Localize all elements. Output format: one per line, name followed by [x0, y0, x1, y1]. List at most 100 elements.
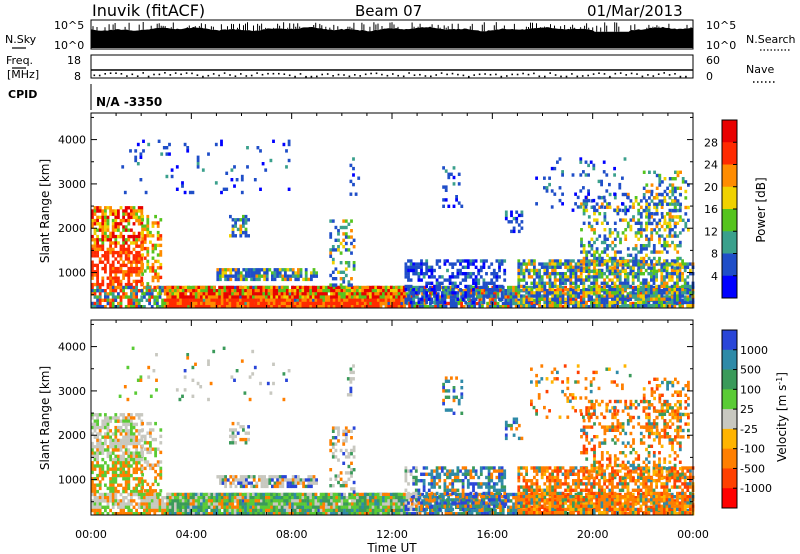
heatmap-cell [122, 209, 125, 213]
heatmap-cell [653, 212, 656, 216]
heatmap-cell [228, 298, 232, 302]
heatmap-cell [296, 285, 300, 290]
heatmap-cell [249, 292, 253, 296]
heatmap-cell [683, 284, 687, 289]
heatmap-cell [184, 301, 188, 306]
heatmap-cell [574, 291, 578, 295]
heatmap-cell [132, 209, 136, 213]
heatmap-cell [645, 205, 648, 209]
heatmap-cell [407, 297, 410, 301]
heatmap-cell [665, 268, 669, 273]
heatmap-cell [286, 268, 290, 272]
heatmap-cell [397, 305, 401, 309]
heatmap-cell [533, 278, 536, 282]
heatmap-cell [226, 289, 229, 293]
heatmap-cell [254, 298, 258, 302]
heatmap-cell [239, 224, 243, 228]
heatmap-cell [397, 289, 401, 293]
heatmap-cell [135, 489, 138, 494]
heatmap-cell [146, 218, 150, 222]
heatmap-cell [137, 254, 141, 258]
heatmap-cell [637, 259, 640, 263]
heatmap-cell [626, 192, 630, 197]
heatmap-cell [286, 277, 290, 282]
nave-dot [283, 73, 286, 75]
heatmap-cell [122, 413, 125, 417]
heatmap-cell [673, 300, 677, 305]
heatmap-cell [233, 295, 237, 299]
heatmap-cell [137, 270, 141, 274]
heatmap-cell [655, 224, 659, 229]
heatmap-cell [154, 272, 157, 276]
heatmap-cell [332, 298, 336, 302]
heatmap-cell [317, 305, 320, 309]
heatmap-cell [668, 183, 672, 187]
heatmap-cell [350, 277, 353, 281]
heatmap-cell [611, 288, 614, 292]
heatmap-cell [259, 289, 263, 293]
heatmap-cell [387, 298, 391, 302]
heatmap-cell [134, 149, 138, 153]
heatmap-cell [124, 470, 128, 475]
heatmap-cell [660, 289, 664, 293]
heatmap-cell [228, 289, 232, 293]
heatmap-cell [239, 295, 242, 299]
heatmap-cell [122, 445, 125, 449]
heatmap-cell [130, 241, 133, 245]
heatmap-cell [114, 273, 118, 277]
heatmap-cell [137, 279, 141, 284]
heatmap-cell [420, 262, 423, 266]
heatmap-cell [106, 429, 110, 433]
heatmap-cell [647, 304, 651, 308]
heatmap-cell [304, 289, 307, 293]
heatmap-cell [122, 234, 125, 239]
heatmap-cell [239, 218, 243, 222]
heatmap-cell [660, 265, 664, 269]
heatmap-cell [650, 250, 654, 254]
heatmap-cell [93, 282, 97, 287]
heatmap-cell [114, 470, 118, 475]
heatmap-cell [287, 139, 291, 143]
nave-tick-bottom: 0 [706, 70, 713, 83]
heatmap-cell [514, 285, 518, 290]
heatmap-cell [535, 288, 539, 292]
heatmap-cell [104, 206, 107, 210]
heatmap-cell [349, 192, 353, 196]
heatmap-cell [603, 228, 607, 232]
heatmap-cell [652, 285, 656, 290]
heatmap-cell [645, 253, 648, 257]
heatmap-cell [187, 289, 190, 293]
heatmap-cell [127, 464, 131, 468]
heatmap-cell [673, 268, 677, 273]
heatmap-cell [93, 464, 97, 468]
heatmap-cell [106, 218, 110, 223]
heatmap-cell [149, 463, 152, 467]
heatmap-cell [96, 432, 99, 436]
heatmap-cell [200, 292, 203, 296]
nave-dot [191, 72, 193, 75]
heatmap-cell [127, 260, 131, 264]
heatmap-cell [124, 250, 128, 255]
heatmap-cell [684, 212, 688, 216]
heatmap-cell [658, 237, 661, 241]
nave-dot [657, 73, 660, 75]
heatmap-cell [598, 298, 601, 302]
heatmap-cell [577, 265, 580, 269]
heatmap-cell [603, 199, 607, 203]
heatmap-cell [252, 301, 255, 306]
heatmap-cell [624, 269, 628, 273]
heatmap-cell [650, 231, 654, 235]
heatmap-cell [229, 277, 233, 282]
heatmap-cell [249, 295, 253, 299]
heatmap-cell [114, 461, 118, 465]
heatmap-cell [645, 237, 648, 241]
heatmap-cell [668, 218, 672, 222]
heatmap-cell [520, 220, 524, 224]
heatmap-cell [590, 259, 593, 263]
heatmap-cell [176, 292, 180, 296]
heatmap-cell [585, 266, 589, 270]
heatmap-cell [687, 218, 690, 222]
heatmap-cell [543, 262, 547, 266]
heatmap-cell [417, 291, 421, 295]
heatmap-cell [104, 218, 107, 223]
